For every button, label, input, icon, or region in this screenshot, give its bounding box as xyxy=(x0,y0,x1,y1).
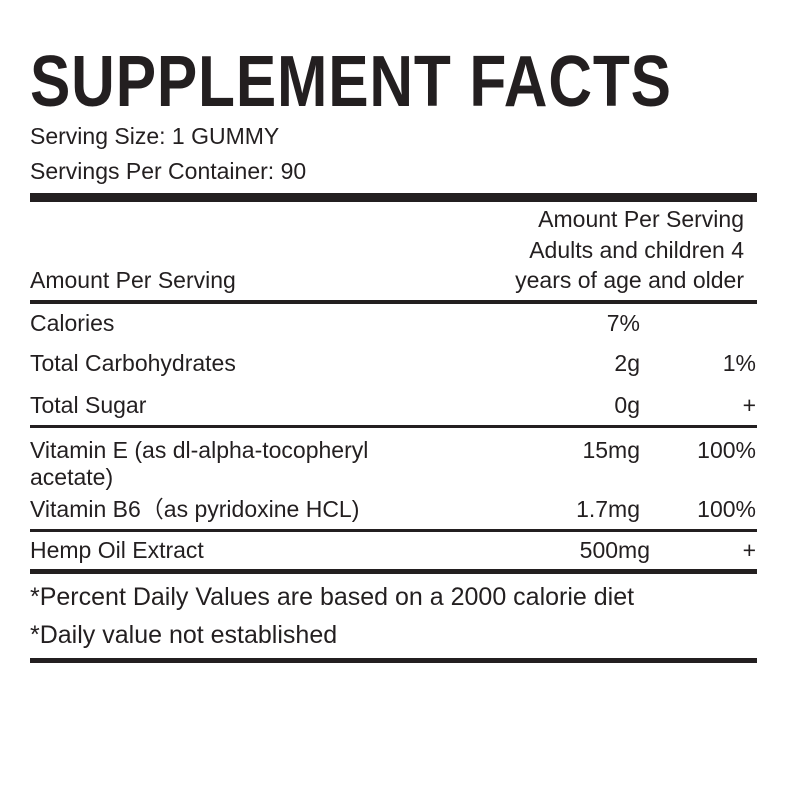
amount: 1.7mg xyxy=(576,496,640,522)
column-header: Amount Per Serving xyxy=(30,267,236,293)
nutrient: Total Carbohydrates xyxy=(30,350,236,376)
nutrient: Vitamin B6（as pyridoxine HCL) xyxy=(30,496,360,522)
daily-value: 100% xyxy=(697,437,756,463)
footnote: *Percent Daily Values are based on a 200… xyxy=(30,583,635,611)
daily-value: 100% xyxy=(697,496,756,522)
thick-rule xyxy=(30,193,757,202)
amount: 15mg xyxy=(582,437,640,463)
amount: 7% xyxy=(606,310,640,336)
column-header: Amount Per Serving xyxy=(538,206,744,232)
thick-rule xyxy=(30,658,757,663)
rule xyxy=(30,300,757,304)
amount: 2g xyxy=(614,350,640,376)
daily-value: + xyxy=(742,392,756,418)
nutrient: Total Sugar xyxy=(30,392,147,418)
nutrient: Vitamin E (as dl-alpha-tocopheryl xyxy=(30,437,369,463)
footnote: *Daily value not established xyxy=(30,621,338,649)
rule xyxy=(30,569,757,574)
column-header: years of age and older xyxy=(515,267,744,293)
column-header: Adults and children 4 xyxy=(529,237,744,263)
daily-value: + xyxy=(742,537,756,563)
title: SUPPLEMENT FACTS xyxy=(30,42,672,122)
rule xyxy=(30,425,757,428)
servings-per-container: Servings Per Container: 90 xyxy=(30,158,307,184)
amount: 0g xyxy=(614,392,640,418)
serving-size: Serving Size: 1 GUMMY xyxy=(30,123,280,149)
nutrient: Hemp Oil Extract xyxy=(30,537,204,563)
nutrient: Calories xyxy=(30,310,115,336)
daily-value: 1% xyxy=(722,350,756,376)
rule xyxy=(30,529,757,532)
amount: 500mg xyxy=(579,537,650,563)
nutrient: acetate) xyxy=(30,464,114,490)
